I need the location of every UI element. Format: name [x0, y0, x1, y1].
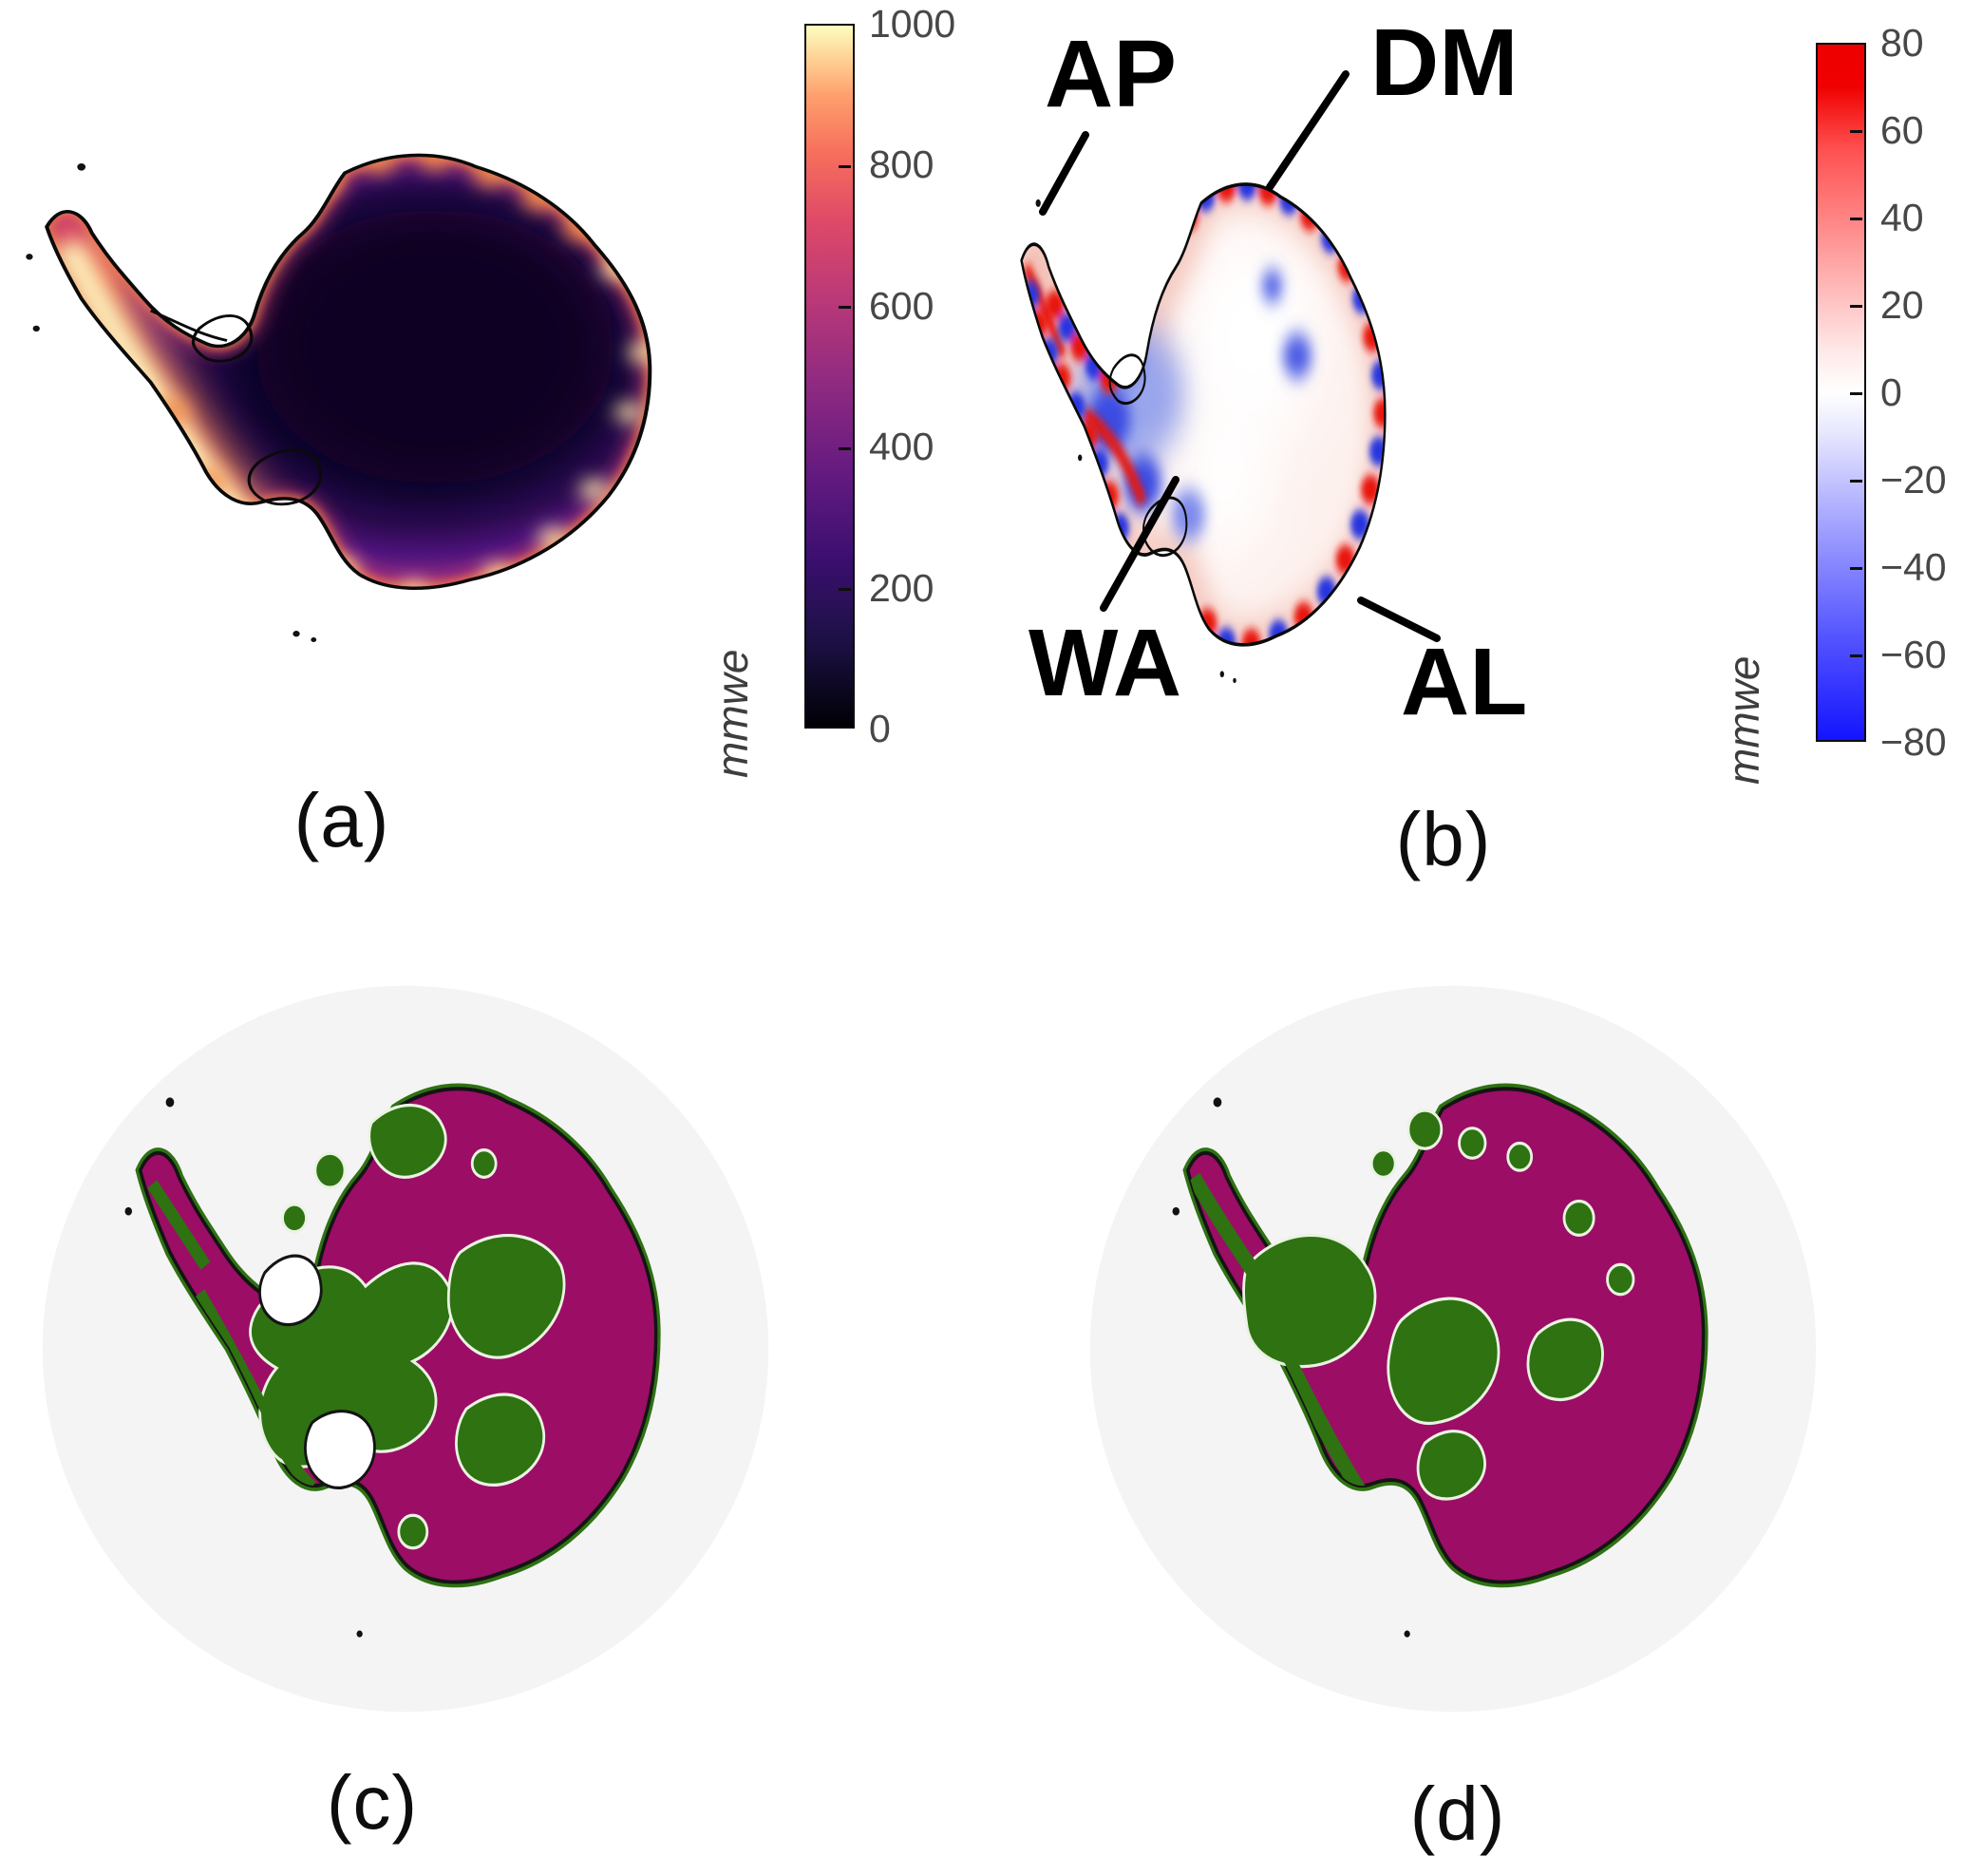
coastal-anomaly-blob	[1335, 544, 1355, 575]
caption-b: (b)	[1395, 797, 1492, 881]
colorbar-b-gradient	[1816, 43, 1866, 742]
green-coastal-band-d	[1187, 1172, 1366, 1496]
antarctica-map-a	[26, 71, 712, 643]
colorbar-b-label-60: 60	[1880, 108, 1924, 152]
coastal-anomaly-blob	[1350, 509, 1370, 540]
islands-c	[124, 1097, 363, 1638]
colorbar-a-label-800: 800	[869, 142, 934, 186]
colorbar-b-label-80: 80	[1880, 21, 1924, 65]
coastal-anomaly-blob	[1370, 360, 1386, 390]
colorbar-a-tick	[839, 588, 851, 591]
green-class-patches-d	[1242, 1109, 1635, 1501]
colorbar-a-gradient	[804, 24, 855, 729]
caption-a: (a)	[293, 778, 390, 862]
colorbar-a-label-0: 0	[869, 707, 891, 750]
colorbar-a-tick	[839, 447, 851, 450]
colorbar-b-tick	[1850, 130, 1862, 133]
annotation-wa: WA	[1029, 610, 1182, 716]
colorbar-b-tick	[1850, 480, 1862, 483]
colorbar-b-tick	[1850, 305, 1862, 308]
colorbar-b-unit: mmwe	[1719, 655, 1768, 785]
colorbar-a-unit: mmwe	[708, 649, 757, 778]
grounding-lines-a	[149, 309, 323, 506]
annotation-al: AL	[1401, 629, 1528, 735]
colorbar-a-label-600: 600	[869, 284, 934, 328]
colorbar-b-label-0: 0	[1880, 370, 1902, 414]
colorbar-b-tick	[1850, 218, 1862, 220]
islands-d	[1172, 1097, 1410, 1638]
antarctica-map-d	[1089, 985, 1817, 1713]
annotation-ap: AP	[1045, 21, 1177, 127]
colorbar-b-label-m20: −20	[1880, 458, 1947, 502]
colorbar-b-tick	[1850, 654, 1862, 657]
colorbar-b-label-20: 20	[1880, 283, 1924, 327]
antarctica-map-c	[42, 985, 769, 1713]
colorbar-b-label-m80: −80	[1880, 720, 1947, 764]
colorbar-b-label-m60: −60	[1880, 633, 1947, 676]
green-coastal-band-c	[147, 1180, 316, 1493]
colorbar-b-label-40: 40	[1880, 196, 1924, 239]
colorbar-a-label-1000: 1000	[869, 2, 956, 46]
colorbar-a-tick	[839, 306, 851, 309]
coastal-anomaly-blob	[1373, 398, 1386, 428]
colorbar-a-label-400: 400	[869, 425, 934, 468]
coastal-anomaly-blob	[1045, 290, 1065, 320]
antarctica-map-b	[1005, 95, 1423, 684]
coastal-anomaly-blob	[1368, 436, 1386, 466]
caption-c: (c)	[326, 1760, 419, 1845]
colorbar-a-tick	[839, 165, 851, 168]
islands-a	[26, 163, 317, 643]
caption-d: (d)	[1409, 1772, 1506, 1856]
colorbar-a: 1000 800 600 400 200 0 mmwe	[708, 0, 981, 778]
colorbar-b: 80 60 40 20 0 −20 −40 −60 −80 mmwe	[1719, 0, 1963, 785]
annotation-dm: DM	[1370, 9, 1519, 116]
colorbar-b-label-m40: −40	[1880, 545, 1947, 589]
colorbar-b-tick	[1850, 567, 1862, 570]
colorbar-a-label-200: 200	[869, 566, 934, 610]
coastal-anomaly-blob	[1321, 223, 1341, 254]
ice-shelves-white-c	[258, 1254, 376, 1489]
colorbar-b-tick	[1850, 392, 1862, 395]
